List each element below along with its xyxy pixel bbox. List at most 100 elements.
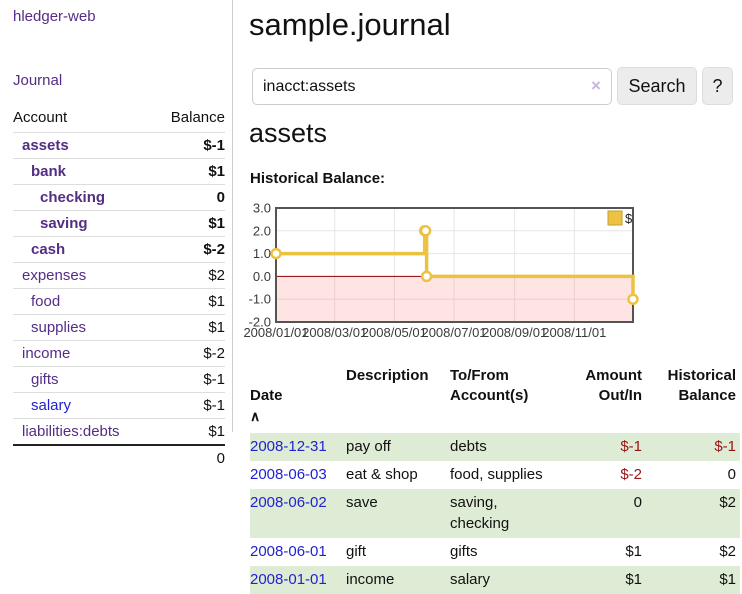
account-link[interactable]: checking — [40, 189, 106, 206]
account-balance: $-2 — [153, 236, 225, 263]
account-row: expenses $2 — [13, 262, 225, 289]
account-balance: $1 — [153, 210, 225, 237]
register-accounts: debts — [450, 437, 487, 455]
chart-y-tick-label: 1.0 — [253, 246, 271, 261]
register-header-accounts: To/From Account(s) — [450, 367, 529, 405]
register-description: income — [346, 571, 395, 588]
account-balance: $-1 — [153, 132, 225, 159]
chart-x-tick-label: 2008/09/01 — [482, 325, 547, 340]
account-link[interactable]: saving — [40, 215, 88, 232]
register-balance: 0 — [727, 466, 736, 483]
account-link[interactable]: income — [22, 345, 71, 362]
help-button[interactable]: ? — [702, 67, 733, 105]
account-row: gifts $-1 — [13, 366, 225, 393]
account-link[interactable]: supplies — [31, 319, 87, 336]
register-description: gift — [346, 542, 367, 560]
register-accounts: gifts — [450, 542, 478, 560]
chart-x-tick-label: 2008/03/01 — [302, 325, 367, 340]
search-button[interactable]: Search — [617, 67, 697, 105]
chart-x-tick-label: 2008/01/01 — [243, 325, 308, 340]
account-row: checking 0 — [13, 184, 225, 211]
chart-title: Historical Balance: — [250, 170, 386, 187]
register-header-balance: Historical Balance — [667, 367, 736, 405]
chart-plot-border — [275, 207, 634, 323]
accounts-table: Account Balance assets $-1 bank $1 checking 0… — [13, 106, 225, 471]
clear-search-icon[interactable]: × — [591, 76, 601, 95]
chart-y-tick-label: -1.0 — [249, 292, 271, 307]
chart-data-point — [419, 225, 432, 237]
accounts-total-row: 0 — [13, 444, 225, 471]
account-link[interactable]: liabilities:debts — [22, 423, 120, 440]
sidebar-item-journal[interactable]: Journal — [13, 72, 63, 89]
register-date-link[interactable]: 2008-06-03 — [250, 466, 327, 483]
register-accounts: saving, checking — [450, 494, 510, 532]
brand-link[interactable]: hledger-web — [13, 8, 96, 25]
account-row: bank $1 — [13, 158, 225, 185]
accounts-header-account: Account — [13, 109, 68, 126]
account-link[interactable]: food — [31, 293, 61, 310]
register-amount: $-1 — [620, 437, 642, 455]
register-balance: $2 — [719, 542, 736, 560]
account-link[interactable]: assets — [22, 137, 69, 154]
sidebar-divider — [232, 0, 233, 432]
account-row: saving $1 — [13, 210, 225, 237]
spacer — [13, 444, 154, 471]
account-balance: $-1 — [153, 392, 225, 419]
account-balance: $1 — [153, 314, 225, 341]
account-row: liabilities:debts $1 — [13, 418, 225, 445]
chart-y-tick-label: -2.0 — [249, 315, 271, 330]
account-row: supplies $1 — [13, 314, 225, 341]
chart-y-tick-label: 3.0 — [253, 201, 271, 216]
register-date-link[interactable]: 2008-01-01 — [250, 571, 327, 588]
sort-asc-icon: ∧ — [250, 407, 261, 424]
page-title: sample.journal — [249, 7, 451, 42]
register-accounts: food, supplies — [450, 466, 543, 483]
register-header-date[interactable]: Date ∧ — [250, 387, 283, 424]
account-link[interactable]: gifts — [31, 371, 59, 388]
chart-y-tick-label: 0.0 — [253, 269, 271, 284]
account-balance: $1 — [153, 158, 225, 185]
chart-x-tick-label: 2008/05/01 — [362, 325, 427, 340]
register-header-description: Description — [346, 367, 429, 384]
chart-data-point — [420, 270, 433, 283]
table-row: 2008-06-03 eat & shop food, supplies $-2 0 — [250, 461, 740, 489]
account-row: assets $-1 — [13, 132, 225, 159]
account-balance: $1 — [153, 288, 225, 315]
register-description: pay off — [346, 437, 391, 455]
account-link[interactable]: expenses — [22, 267, 87, 284]
register-balance: $2 — [719, 494, 736, 512]
register-header-amount: Amount Out/In — [585, 367, 642, 405]
register-date-link[interactable]: 2008-12-31 — [250, 437, 327, 455]
search-input[interactable] — [252, 68, 612, 105]
account-link[interactable]: bank — [31, 163, 67, 180]
table-row: 2008-06-02 save saving, checking 0 $2 — [250, 489, 740, 538]
account-row: cash $-2 — [13, 236, 225, 263]
register-date-link[interactable]: 2008-06-02 — [250, 494, 327, 512]
register-amount: $1 — [625, 571, 642, 588]
account-row: income $-2 — [13, 340, 225, 367]
register-balance: $1 — [719, 571, 736, 588]
register-description: eat & shop — [346, 466, 418, 483]
chart-data-point — [627, 293, 639, 305]
account-row: food $1 — [13, 288, 225, 315]
register-amount: $-2 — [620, 466, 642, 483]
chart-x-tick-label: 2008/11/01 — [542, 325, 606, 340]
table-row: 2008-12-31 pay off debts $-1 $-1 — [250, 432, 740, 461]
chart-x-tick-label: 2008/07/01 — [421, 325, 486, 340]
chart-legend-label: $ — [625, 211, 633, 226]
register-balance: $-1 — [714, 437, 736, 455]
register-date-link[interactable]: 2008-06-01 — [250, 542, 327, 560]
chart-data-point — [270, 247, 282, 260]
account-heading: assets — [249, 118, 328, 148]
chart-legend-swatch — [607, 210, 623, 226]
table-row: 2008-06-01 gift gifts $1 $2 — [250, 538, 740, 566]
account-balance: $-2 — [153, 340, 225, 367]
register-amount: $1 — [625, 542, 642, 560]
account-balance: $2 — [153, 262, 225, 289]
accounts-total: 0 — [153, 444, 225, 471]
account-balance: $1 — [153, 418, 225, 445]
register-amount: 0 — [633, 494, 642, 512]
account-link[interactable]: cash — [31, 241, 66, 258]
register-table: Date ∧ Description To/From Account(s) Am… — [250, 364, 740, 594]
account-link[interactable]: salary — [31, 397, 72, 414]
